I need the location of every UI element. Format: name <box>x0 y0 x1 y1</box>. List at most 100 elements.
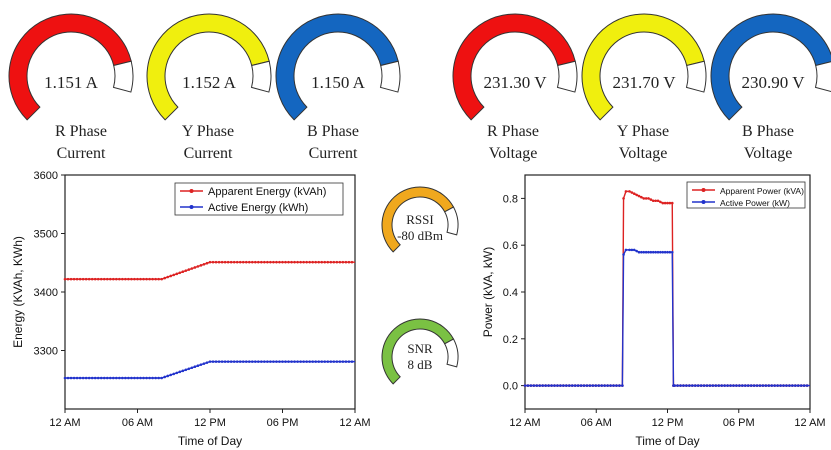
data-point <box>145 277 148 281</box>
data-point <box>670 201 674 205</box>
y-tick-label: 0.8 <box>503 193 518 205</box>
data-point <box>205 261 209 265</box>
data-point <box>102 376 106 380</box>
data-point <box>311 260 315 264</box>
gauge-label: R Phase Current <box>55 123 107 162</box>
data-point <box>314 360 318 363</box>
data-point <box>241 360 245 363</box>
data-point <box>260 260 263 264</box>
data-point <box>133 277 136 281</box>
data-point <box>305 260 308 264</box>
gauge-value: 231.30 V <box>483 73 547 92</box>
data-point <box>87 376 91 380</box>
data-point <box>127 376 130 380</box>
data-point <box>127 277 130 281</box>
data-point <box>81 376 85 380</box>
x-tick-label: 12 AM <box>509 417 540 429</box>
data-point <box>541 384 545 387</box>
data-point <box>329 360 333 363</box>
data-point <box>166 374 170 378</box>
data-point <box>755 384 759 387</box>
data-point <box>746 384 750 387</box>
data-point <box>630 248 634 252</box>
data-point <box>720 384 724 387</box>
data-point <box>682 384 685 387</box>
x-tick-label: 12 AM <box>794 417 825 429</box>
data-point <box>208 360 212 363</box>
data-point <box>676 384 679 387</box>
energy-chart-svg: 12 AM 06 AM 12 PM 06 PM 12 AM 3300 3400 3500 360… <box>11 170 371 448</box>
data-point <box>175 371 179 375</box>
y-tick-label: 0.6 <box>503 240 518 252</box>
gauge-fill-arc <box>452 13 576 121</box>
data-point <box>199 363 203 366</box>
data-point <box>75 277 79 281</box>
data-point <box>254 360 257 363</box>
data-point <box>661 250 665 254</box>
data-point <box>644 197 648 200</box>
data-point <box>136 277 139 281</box>
data-point <box>647 197 650 200</box>
data-point <box>582 384 586 387</box>
data-point <box>594 384 598 387</box>
legend-marker <box>701 188 706 192</box>
y-tick-label: 3300 <box>34 346 58 358</box>
data-point <box>187 367 191 371</box>
y-axis-label: Energy (KVAh, KWh) <box>11 236 25 348</box>
data-point <box>556 384 559 387</box>
y-tick-label: 3600 <box>34 170 58 182</box>
data-point <box>338 360 342 363</box>
gauge-arc <box>146 13 272 121</box>
x-tick-label: 12 AM <box>49 417 80 429</box>
data-point <box>266 360 269 363</box>
data-point <box>656 250 660 254</box>
data-point <box>105 277 109 281</box>
data-point <box>326 260 330 264</box>
data-point <box>84 277 88 281</box>
y-tick-label: 3500 <box>34 229 58 241</box>
data-point <box>347 360 351 363</box>
data-point <box>223 260 227 264</box>
data-point <box>84 376 88 380</box>
data-point <box>87 277 91 281</box>
data-point <box>635 193 638 197</box>
data-point <box>281 260 284 264</box>
gauge-label: Y Phase Voltage <box>616 123 670 162</box>
data-point <box>547 384 550 387</box>
x-axis-label: Time of Day <box>178 434 242 448</box>
data-point <box>335 260 339 264</box>
legend-label: Active Power (kW) <box>720 198 790 208</box>
data-point <box>299 360 302 363</box>
data-point <box>112 277 115 281</box>
data-point <box>293 260 296 264</box>
data-point <box>269 360 272 363</box>
data-point <box>741 384 744 387</box>
data-point <box>66 376 70 380</box>
gauge-label: B Phase Voltage <box>742 123 794 162</box>
x-tick-label: 12 AM <box>339 417 370 429</box>
data-point <box>193 365 197 369</box>
data-point <box>208 260 212 264</box>
series-markers <box>63 360 354 380</box>
gauge-fill-arc <box>8 13 132 121</box>
data-point <box>320 360 324 363</box>
data-point <box>278 260 281 264</box>
data-point <box>702 384 706 387</box>
data-point <box>570 384 574 387</box>
snr-label: SNR <box>407 341 433 356</box>
x-tick-label: 12 PM <box>652 417 684 429</box>
data-point <box>535 384 539 387</box>
data-point <box>124 376 127 380</box>
gauge-label: B Phase Current <box>307 123 359 162</box>
gauge-value: 231.70 V <box>612 73 676 92</box>
gauge-label: R Phase Voltage <box>487 123 539 162</box>
data-point <box>266 260 269 264</box>
data-point <box>260 360 263 363</box>
data-point <box>705 384 709 387</box>
data-point <box>350 360 354 363</box>
legend-marker <box>189 189 194 193</box>
data-point <box>752 384 756 387</box>
rssi-gauge: RSSI -80 dBm <box>380 185 460 255</box>
data-point <box>211 260 215 264</box>
